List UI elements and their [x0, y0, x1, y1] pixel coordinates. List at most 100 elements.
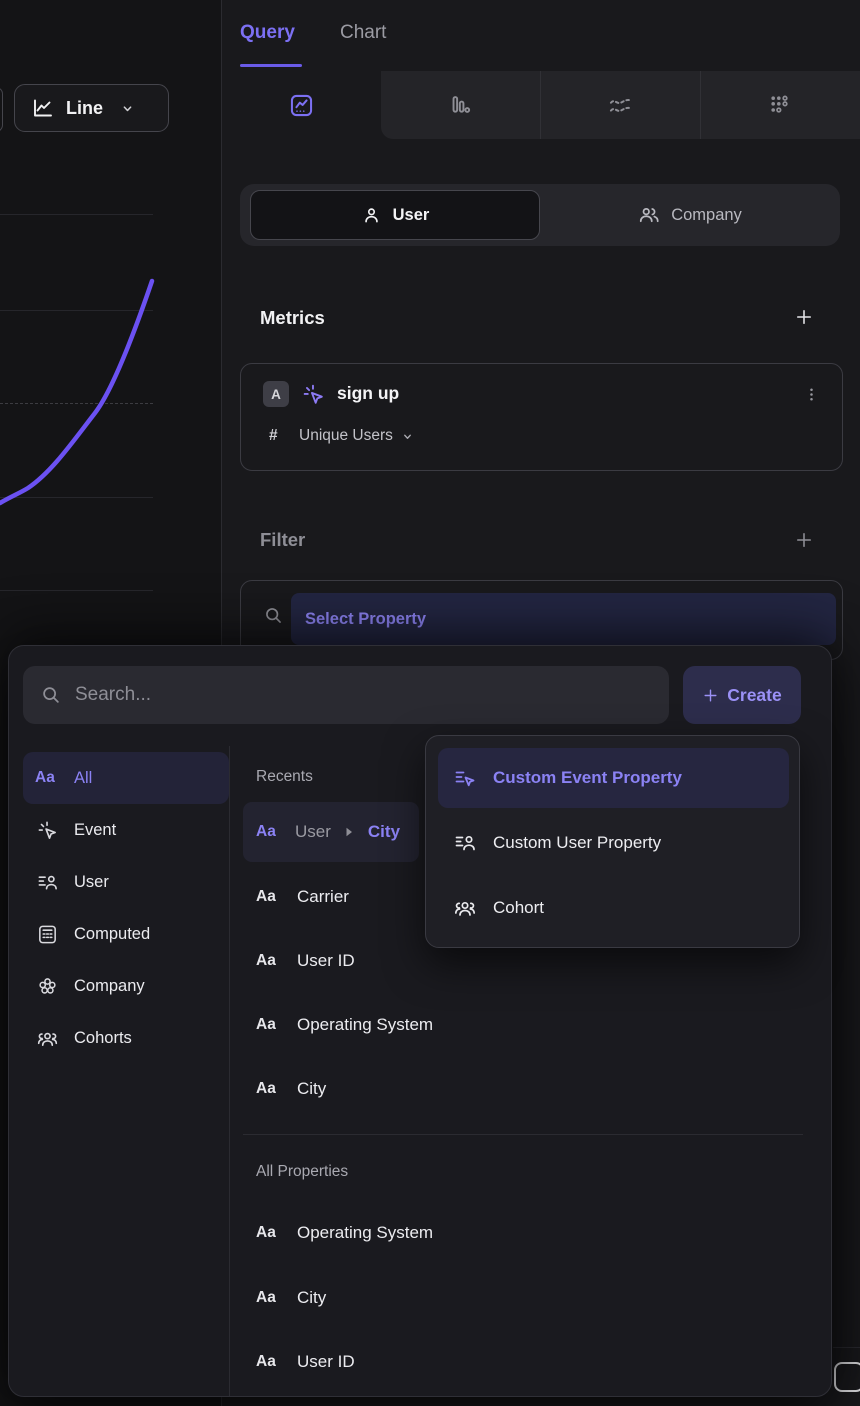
chart-gridline — [0, 497, 153, 498]
text-type-glyph: Aa — [256, 952, 276, 969]
recent-item[interactable]: Aa Operating System — [243, 993, 433, 1057]
category-label: Company — [74, 976, 145, 995]
metric-event-name[interactable]: sign up — [337, 383, 400, 403]
measurement-tab-group — [381, 71, 860, 139]
category-all[interactable]: Aa All — [23, 752, 229, 804]
menu-item-label: Custom User Property — [493, 833, 662, 852]
text-type-glyph: Aa — [256, 1080, 276, 1097]
text-type-glyph: Aa — [256, 1353, 276, 1370]
category-user[interactable]: User — [23, 856, 229, 908]
tab-bar-chart[interactable] — [381, 71, 540, 139]
category-cohorts[interactable]: Cohorts — [23, 1012, 229, 1064]
property-name: User ID — [297, 1352, 355, 1371]
funnel-dots-icon — [767, 92, 794, 119]
plus-icon — [702, 687, 719, 704]
category-label: All — [74, 768, 93, 787]
text-type-glyph: Aa — [256, 1224, 276, 1241]
chart-type-dropdown[interactable]: Line — [14, 84, 169, 132]
picker-divider — [229, 746, 230, 1396]
company-segment-label: Company — [671, 205, 742, 224]
kebab-menu-icon[interactable] — [797, 380, 825, 408]
people-icon — [638, 204, 660, 226]
category-label: User — [74, 872, 109, 891]
category-event[interactable]: Event — [23, 804, 229, 856]
tab-chart[interactable]: Chart — [340, 22, 387, 43]
background-divider — [833, 1347, 860, 1348]
text-type-glyph: Aa — [256, 1289, 276, 1306]
chart-gridline — [0, 214, 153, 215]
property-name: Carrier — [297, 887, 349, 906]
property-item[interactable]: Aa City — [243, 1266, 326, 1330]
menu-item-label: Cohort — [493, 898, 545, 917]
recent-item[interactable]: Aa Carrier — [243, 865, 349, 929]
select-property-input[interactable]: Select Property — [291, 593, 836, 645]
menu-item-label: Custom Event Property — [493, 768, 682, 787]
event-cursor-icon — [301, 382, 326, 407]
tab-query[interactable]: Query — [240, 22, 295, 43]
category-label: Cohorts — [74, 1028, 132, 1047]
entity-toggle-user[interactable]: User — [250, 190, 540, 240]
all-properties-heading: All Properties — [256, 1163, 349, 1180]
event-cursor-icon — [35, 819, 59, 842]
entity-toggle-company[interactable]: Company — [540, 184, 840, 246]
user-segment-label: User — [392, 205, 430, 224]
property-name: User ID — [297, 951, 355, 970]
aggregation-dropdown[interactable]: Unique Users — [299, 427, 414, 445]
company-cluster-icon — [35, 975, 59, 998]
picker-search-input[interactable] — [75, 684, 669, 706]
breadcrumb-arrow-icon — [346, 827, 353, 837]
aggregation-label: Unique Users — [299, 427, 393, 444]
cohorts-people-icon — [35, 1027, 59, 1050]
category-company[interactable]: Company — [23, 960, 229, 1012]
tab-flows[interactable] — [540, 71, 700, 139]
text-type-glyph: Aa — [256, 888, 276, 905]
bar-chart-icon — [447, 92, 474, 119]
chart-gridline — [0, 310, 153, 311]
text-type-glyph: Aa — [256, 1016, 276, 1033]
offscreen-button-edge — [0, 87, 3, 132]
cohort-icon — [452, 896, 478, 920]
person-icon — [361, 205, 382, 226]
menu-item-custom-event-property[interactable]: Custom Event Property — [438, 748, 789, 808]
recent-item-selected[interactable]: Aa User City — [243, 802, 419, 862]
metric-card[interactable]: A sign up # Unique Users — [240, 363, 843, 471]
menu-item-custom-user-property[interactable]: Custom User Property — [438, 813, 789, 873]
create-button[interactable]: Create — [683, 666, 801, 724]
tab-insights-active[interactable] — [222, 71, 381, 139]
entity-toggle: User Company — [240, 184, 840, 246]
create-button-label: Create — [727, 684, 782, 705]
calculator-icon — [35, 923, 59, 946]
category-computed[interactable]: Computed — [23, 908, 229, 960]
property-name: City — [297, 1079, 327, 1098]
list-divider — [243, 1134, 803, 1135]
category-column: Aa All Event — [23, 752, 229, 1064]
property-name: Operating System — [297, 1015, 434, 1034]
property-name: City — [297, 1288, 327, 1307]
property-name: City — [367, 822, 401, 841]
add-metric-button[interactable] — [791, 304, 817, 330]
metrics-heading: Metrics — [260, 307, 325, 328]
add-filter-button[interactable] — [791, 527, 817, 553]
count-symbol: # — [269, 427, 278, 444]
recent-item[interactable]: Aa City — [243, 1057, 326, 1121]
menu-item-cohort[interactable]: Cohort — [438, 878, 789, 938]
property-name: Operating System — [297, 1223, 434, 1242]
chevron-down-icon — [120, 101, 135, 116]
recent-item[interactable]: Aa User ID — [243, 929, 355, 993]
tab-funnel-dots[interactable] — [700, 71, 860, 139]
recents-heading: Recents — [256, 768, 313, 785]
search-icon — [263, 605, 284, 626]
insights-line-icon — [288, 92, 315, 119]
custom-user-property-icon — [452, 831, 478, 855]
line-button-label: Line — [66, 97, 104, 118]
partial-shortcut-outline — [834, 1362, 860, 1392]
property-item[interactable]: Aa Operating System — [243, 1201, 433, 1265]
create-property-menu: Custom Event Property Custom User Proper… — [425, 735, 800, 948]
property-item[interactable]: Aa User ID — [243, 1330, 355, 1394]
text-type-glyph: Aa — [35, 769, 55, 786]
category-label: Event — [74, 820, 117, 839]
line-chart-icon — [31, 96, 55, 120]
search-icon — [40, 684, 62, 706]
filter-heading: Filter — [260, 529, 306, 550]
